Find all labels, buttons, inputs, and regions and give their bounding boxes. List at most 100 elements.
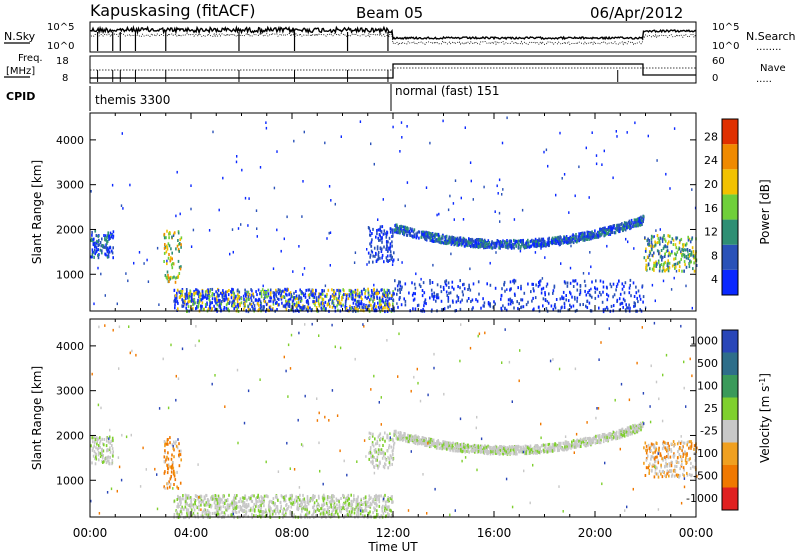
data-cell	[633, 218, 636, 222]
data-cell	[575, 235, 577, 239]
data-cell	[234, 496, 237, 500]
data-cell	[489, 304, 492, 308]
data-cell	[397, 288, 399, 292]
data-cell	[374, 254, 376, 258]
data-cell	[459, 443, 462, 447]
data-cell	[367, 251, 370, 255]
data-cell	[570, 238, 573, 242]
data-cell	[548, 292, 550, 296]
data-cell	[372, 227, 374, 231]
data-cell	[585, 304, 587, 308]
data-cell	[382, 511, 385, 515]
data-cell	[107, 440, 110, 444]
data-cell	[486, 246, 488, 249]
data-cell	[373, 297, 375, 301]
data-cell	[360, 300, 363, 304]
data-cell	[257, 288, 260, 292]
data-cell	[259, 499, 261, 503]
data-cell	[249, 302, 251, 306]
nave-tick-high: 60	[712, 56, 725, 67]
data-cell	[637, 424, 639, 428]
data-cell	[314, 301, 316, 305]
data-cell	[489, 245, 491, 248]
data-cell	[199, 295, 201, 299]
data-cell	[620, 226, 622, 230]
data-cell	[260, 301, 262, 305]
noise-tick-right-high: 10^5	[712, 22, 739, 33]
data-cell	[236, 494, 238, 498]
data-cell	[334, 202, 336, 206]
data-cell	[667, 234, 669, 238]
data-cell	[335, 509, 338, 513]
data-cell	[599, 234, 601, 238]
data-cell	[550, 241, 553, 245]
data-cell	[336, 288, 338, 292]
data-cell	[615, 430, 618, 434]
data-cell	[93, 302, 95, 306]
data-cell	[565, 235, 568, 238]
data-cell	[261, 510, 263, 513]
data-cell	[555, 298, 558, 301]
data-cell	[268, 508, 270, 512]
data-cell	[669, 187, 671, 190]
data-cell	[298, 245, 300, 248]
nsearch-marker: ........	[756, 42, 781, 53]
data-cell	[345, 507, 347, 511]
data-cell	[332, 508, 335, 512]
data-cell	[606, 298, 609, 302]
data-cell	[190, 292, 192, 296]
data-cell	[300, 298, 303, 302]
data-cell	[388, 505, 390, 509]
data-cell	[193, 289, 195, 293]
data-cell	[227, 514, 229, 518]
data-cell	[317, 494, 320, 498]
data-cell	[97, 437, 100, 441]
data-cell	[521, 243, 523, 247]
data-cell	[191, 503, 193, 507]
data-cell	[385, 298, 387, 302]
data-cell	[103, 460, 105, 464]
data-cell	[568, 240, 571, 244]
data-cell	[228, 506, 231, 510]
data-cell	[615, 288, 617, 292]
data-cell	[594, 290, 597, 294]
data-cell	[447, 299, 450, 303]
data-cell	[369, 229, 371, 233]
data-cell	[373, 448, 376, 452]
data-cell	[536, 244, 539, 248]
data-cell	[353, 261, 356, 264]
data-cell	[209, 299, 211, 303]
data-cell	[216, 498, 218, 502]
data-cell	[164, 274, 167, 277]
data-cell	[104, 252, 106, 256]
data-cell	[433, 291, 435, 295]
data-cell	[443, 241, 446, 245]
data-cell	[380, 451, 382, 455]
ytick-label: 3000	[56, 179, 84, 192]
data-cell	[397, 282, 400, 286]
data-cell	[389, 245, 392, 249]
data-cell	[594, 235, 597, 238]
data-cell	[584, 436, 587, 440]
data-cell	[356, 506, 359, 510]
data-cell	[477, 240, 480, 244]
data-cell	[674, 266, 676, 270]
data-cell	[369, 233, 371, 237]
data-cell	[653, 268, 655, 272]
data-cell	[262, 510, 265, 514]
data-cell	[512, 301, 514, 305]
data-cell	[239, 302, 241, 306]
data-cell	[539, 239, 541, 243]
data-cell	[424, 298, 427, 302]
data-cell	[360, 295, 362, 299]
data-cell	[336, 304, 338, 308]
data-cell	[285, 300, 288, 304]
data-cell	[328, 231, 330, 235]
data-cell	[632, 225, 634, 229]
data-cell	[176, 446, 179, 450]
data-cell	[664, 239, 667, 243]
data-cell	[627, 225, 629, 229]
data-cell	[547, 301, 550, 305]
data-cell	[260, 305, 263, 309]
